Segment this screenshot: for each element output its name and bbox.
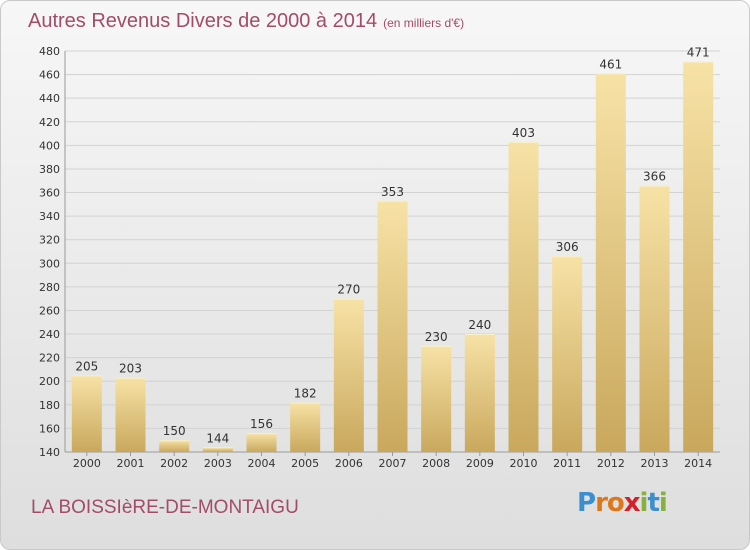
bar <box>421 345 452 452</box>
value-label: 203 <box>119 362 142 376</box>
bar <box>246 433 277 452</box>
bar <box>290 402 321 452</box>
x-tick-label: 2013 <box>641 457 669 470</box>
y-tick-label: 320 <box>39 234 60 247</box>
bar <box>639 185 670 452</box>
value-label: 182 <box>294 386 317 400</box>
y-tick-label: 240 <box>39 328 60 341</box>
x-tick-label: 2008 <box>422 457 450 470</box>
logo-letter: i <box>658 488 668 518</box>
bar <box>508 141 539 453</box>
value-label: 270 <box>337 283 360 297</box>
x-tick-label: 2004 <box>248 457 276 470</box>
x-tick-label: 2005 <box>291 457 319 470</box>
y-tick-label: 140 <box>39 446 60 459</box>
logo-letter: t <box>647 488 659 518</box>
x-tick-label: 2007 <box>379 457 407 470</box>
y-tick-label: 400 <box>39 139 60 152</box>
x-tick-label: 2000 <box>73 457 101 470</box>
x-tick-label: 2011 <box>553 457 581 470</box>
title-unit: (en milliers d'€) <box>383 16 465 30</box>
y-tick-label: 160 <box>39 422 60 435</box>
value-label: 471 <box>687 46 710 60</box>
y-tick-label: 380 <box>39 163 60 176</box>
logo-letter: o <box>606 488 625 518</box>
x-tick-label: 2002 <box>160 457 188 470</box>
y-tick-label: 480 <box>39 45 60 58</box>
logo-letter: r <box>595 488 608 518</box>
value-label: 240 <box>468 318 491 332</box>
y-tick-label: 200 <box>39 375 60 388</box>
chart-title: Autres Revenus Divers de 2000 à 2014 (en … <box>28 10 464 33</box>
logo-letter: x <box>623 488 641 518</box>
place-name: LA BOISSIèRE-DE-MONTAIGU <box>31 497 299 518</box>
value-label: 205 <box>75 359 98 373</box>
title-text: Autres Revenus Divers de 2000 à 2014 <box>28 10 378 32</box>
y-tick-label: 300 <box>39 257 60 270</box>
logo-letter: i <box>639 488 649 518</box>
bar <box>71 375 102 452</box>
value-label: 461 <box>599 57 622 71</box>
x-tick-label: 2014 <box>684 457 712 470</box>
value-label: 144 <box>206 431 229 445</box>
bar <box>683 61 714 452</box>
value-label: 230 <box>425 330 448 344</box>
y-tick-label: 260 <box>39 304 60 317</box>
y-tick-label: 360 <box>39 187 60 200</box>
value-label: 353 <box>381 185 404 199</box>
x-tick-label: 2006 <box>335 457 363 470</box>
bar <box>377 200 408 452</box>
x-tick-label: 2003 <box>204 457 232 470</box>
value-label: 306 <box>556 240 579 254</box>
x-tick-label: 2009 <box>466 457 494 470</box>
bar <box>115 377 146 452</box>
logo-letter: P <box>577 488 596 518</box>
bar <box>202 447 233 452</box>
value-label: 150 <box>163 424 186 438</box>
bar <box>159 440 190 452</box>
x-tick-label: 2012 <box>597 457 625 470</box>
bar <box>464 334 495 452</box>
y-tick-label: 220 <box>39 352 60 365</box>
y-tick-label: 180 <box>39 399 60 412</box>
x-tick-label: 2001 <box>117 457 145 470</box>
value-label: 403 <box>512 126 535 140</box>
bar <box>552 256 583 452</box>
proxiti-logo: Proxiti <box>577 488 668 518</box>
y-tick-label: 460 <box>39 69 60 82</box>
value-label: 156 <box>250 417 273 431</box>
x-tick-label: 2010 <box>510 457 538 470</box>
y-tick-label: 340 <box>39 210 60 223</box>
y-tick-label: 280 <box>39 281 60 294</box>
value-label: 366 <box>643 169 666 183</box>
y-tick-label: 420 <box>39 116 60 129</box>
y-tick-label: 440 <box>39 92 60 105</box>
bar <box>333 298 364 452</box>
bar <box>595 73 626 453</box>
